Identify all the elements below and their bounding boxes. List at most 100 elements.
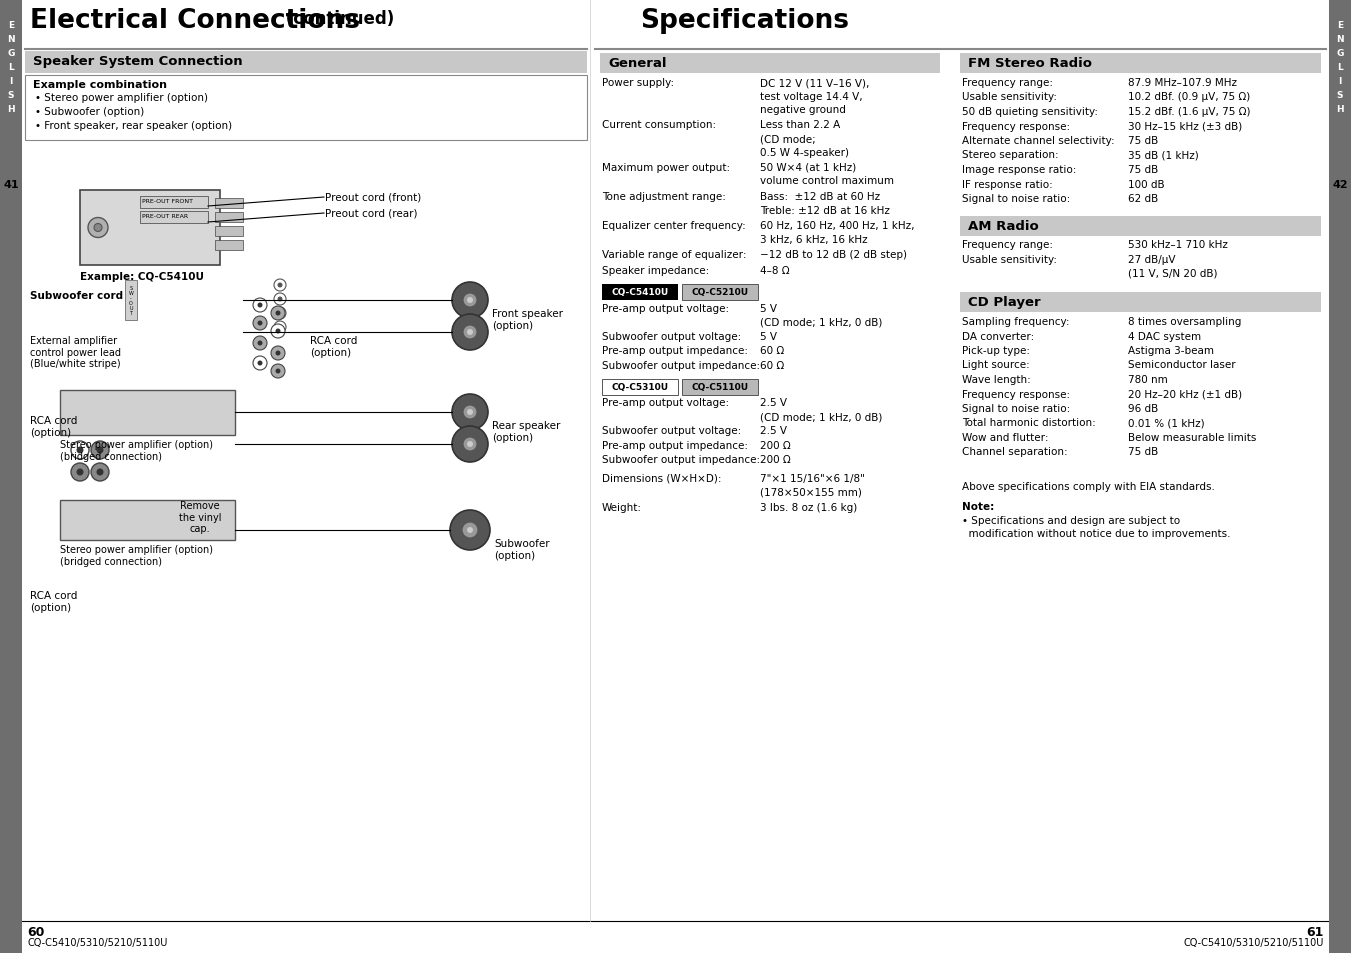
Bar xyxy=(961,216,1321,236)
Text: (continued): (continued) xyxy=(280,10,394,28)
Circle shape xyxy=(277,325,282,330)
Text: Light source:: Light source: xyxy=(962,360,1029,370)
Text: 780 nm: 780 nm xyxy=(1128,375,1167,385)
Text: H: H xyxy=(1336,105,1344,113)
Text: Example combination: Example combination xyxy=(32,80,168,90)
Text: Preout cord (front): Preout cord (front) xyxy=(326,193,422,203)
Circle shape xyxy=(274,294,286,306)
Text: Note:: Note: xyxy=(962,501,994,512)
Text: Tone adjustment range:: Tone adjustment range: xyxy=(603,192,725,202)
Text: Total harmonic distortion:: Total harmonic distortion: xyxy=(962,418,1096,428)
Text: S: S xyxy=(8,91,15,99)
Text: Wave length:: Wave length: xyxy=(962,375,1031,385)
Text: 0.5 W 4-speaker): 0.5 W 4-speaker) xyxy=(761,148,848,157)
Circle shape xyxy=(72,463,89,481)
Text: Subwoofer output impedance:: Subwoofer output impedance: xyxy=(603,455,761,465)
Text: Above specifications comply with EIA standards.: Above specifications comply with EIA sta… xyxy=(962,481,1215,492)
Circle shape xyxy=(274,280,286,292)
Text: CQ-C5410/5310/5210/5110U: CQ-C5410/5310/5210/5110U xyxy=(1183,937,1324,947)
Circle shape xyxy=(258,341,262,346)
Text: (178×50×155 mm): (178×50×155 mm) xyxy=(761,487,862,497)
Text: 20 Hz–20 kHz (±1 dB): 20 Hz–20 kHz (±1 dB) xyxy=(1128,389,1242,399)
Circle shape xyxy=(277,283,282,288)
Text: 60 Ω: 60 Ω xyxy=(761,360,784,371)
Text: I: I xyxy=(9,76,12,86)
Circle shape xyxy=(253,316,267,331)
Text: Speaker impedance:: Speaker impedance: xyxy=(603,265,709,275)
Text: modification without notice due to improvements.: modification without notice due to impro… xyxy=(962,529,1231,538)
Text: G: G xyxy=(1336,49,1344,57)
Circle shape xyxy=(91,463,109,481)
Text: 50 W×4 (at 1 kHz): 50 W×4 (at 1 kHz) xyxy=(761,163,857,172)
Bar xyxy=(215,213,243,223)
Circle shape xyxy=(258,361,262,366)
Bar xyxy=(0,0,22,953)
Text: 60: 60 xyxy=(27,925,45,938)
Circle shape xyxy=(274,308,286,319)
Bar xyxy=(961,293,1321,313)
Circle shape xyxy=(467,441,473,448)
Text: N: N xyxy=(1336,34,1344,44)
Text: • Front speaker, rear speaker (option): • Front speaker, rear speaker (option) xyxy=(35,121,232,131)
Text: Frequency range:: Frequency range: xyxy=(962,240,1052,251)
Bar xyxy=(961,54,1321,74)
Circle shape xyxy=(272,347,285,360)
Text: Wow and flutter:: Wow and flutter: xyxy=(962,433,1048,442)
Text: L: L xyxy=(8,63,14,71)
Bar xyxy=(141,196,208,209)
Bar xyxy=(215,241,243,251)
Text: DC 12 V (11 V–16 V),: DC 12 V (11 V–16 V), xyxy=(761,78,870,88)
Text: 5 V: 5 V xyxy=(761,332,777,341)
Text: Below measurable limits: Below measurable limits xyxy=(1128,433,1256,442)
Text: S: S xyxy=(1336,91,1343,99)
Circle shape xyxy=(272,307,285,320)
Circle shape xyxy=(77,469,84,476)
Text: RCA cord
(option): RCA cord (option) xyxy=(309,335,358,357)
Circle shape xyxy=(463,326,477,339)
Circle shape xyxy=(88,218,108,238)
Circle shape xyxy=(276,369,281,375)
Text: 7"×1 15/16"×6 1/8": 7"×1 15/16"×6 1/8" xyxy=(761,474,865,483)
Circle shape xyxy=(272,365,285,378)
Text: 87.9 MHz–107.9 MHz: 87.9 MHz–107.9 MHz xyxy=(1128,78,1238,88)
Text: Example: CQ-C5410U: Example: CQ-C5410U xyxy=(80,272,204,282)
Bar xyxy=(126,281,136,320)
Circle shape xyxy=(258,303,262,308)
Text: E: E xyxy=(1337,20,1343,30)
Circle shape xyxy=(258,321,262,326)
Text: CD Player: CD Player xyxy=(969,295,1040,309)
Text: Front speaker
(option): Front speaker (option) xyxy=(492,309,563,331)
Circle shape xyxy=(453,314,488,351)
Circle shape xyxy=(277,312,282,316)
Text: E: E xyxy=(8,20,14,30)
Bar xyxy=(1329,0,1351,953)
Text: Alternate channel selectivity:: Alternate channel selectivity: xyxy=(962,136,1115,146)
Bar xyxy=(682,285,758,301)
Circle shape xyxy=(72,441,89,459)
Text: CQ-C5410U: CQ-C5410U xyxy=(612,288,669,297)
Text: Equalizer center frequency:: Equalizer center frequency: xyxy=(603,221,746,231)
Text: Remove
the vinyl
cap.: Remove the vinyl cap. xyxy=(178,500,222,534)
Circle shape xyxy=(272,325,285,338)
Text: Power supply:: Power supply: xyxy=(603,78,674,88)
Circle shape xyxy=(77,447,84,454)
Text: 27 dB/μV: 27 dB/μV xyxy=(1128,254,1175,265)
Circle shape xyxy=(276,351,281,356)
Text: • Stereo power amplifier (option): • Stereo power amplifier (option) xyxy=(35,92,208,103)
Text: Preout cord (rear): Preout cord (rear) xyxy=(326,209,417,219)
Bar xyxy=(26,52,586,74)
Text: Usable sensitivity:: Usable sensitivity: xyxy=(962,254,1056,265)
Circle shape xyxy=(463,437,477,452)
Circle shape xyxy=(463,294,477,308)
Text: Subwoofer
(option): Subwoofer (option) xyxy=(494,538,550,560)
Text: (CD mode; 1 kHz, 0 dB): (CD mode; 1 kHz, 0 dB) xyxy=(761,412,882,421)
Text: 2.5 V: 2.5 V xyxy=(761,398,788,408)
Circle shape xyxy=(467,527,473,534)
Text: 42: 42 xyxy=(1332,180,1348,190)
Text: G: G xyxy=(7,49,15,57)
Text: 4 DAC system: 4 DAC system xyxy=(1128,331,1201,341)
Text: 75 dB: 75 dB xyxy=(1128,447,1158,457)
Text: 5 V: 5 V xyxy=(761,304,777,314)
Text: (CD mode; 1 kHz, 0 dB): (CD mode; 1 kHz, 0 dB) xyxy=(761,317,882,327)
Text: 3 lbs. 8 oz (1.6 kg): 3 lbs. 8 oz (1.6 kg) xyxy=(761,502,858,513)
